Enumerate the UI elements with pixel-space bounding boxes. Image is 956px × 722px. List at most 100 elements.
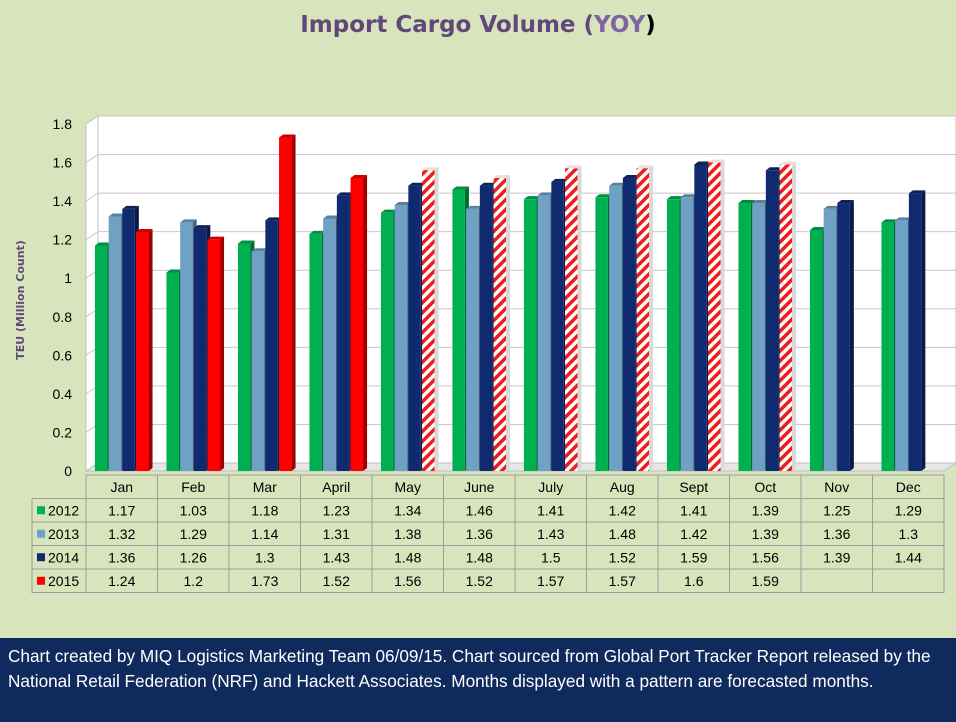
bar-2015-Mar <box>279 134 296 471</box>
bar-front <box>351 178 364 471</box>
data-label-2014-Mar: 1.3 <box>255 549 275 565</box>
bar-2015-Aug <box>637 165 654 471</box>
category-label-July: July <box>538 479 563 495</box>
data-label-2013-Mar: 1.14 <box>251 526 278 542</box>
data-label-2015-Aug: 1.57 <box>609 573 636 589</box>
bar-front <box>252 251 265 471</box>
y-tick-label: 1 <box>64 270 72 286</box>
bar-front <box>337 195 350 471</box>
bar-front <box>480 186 493 471</box>
bar-front <box>395 205 408 471</box>
bar-chart: 0 0.2 0.4 0.6 0.8 1 1.2 1.4 1.6 1.8 TEU (Million C… <box>0 0 956 640</box>
bar-2014-Dec <box>909 190 926 471</box>
bar-side <box>850 200 854 471</box>
legend-key-2012 <box>37 506 45 514</box>
y-tick-label: 1.8 <box>53 116 73 132</box>
bar-side <box>363 175 367 471</box>
bar-2015-Jan <box>136 229 153 471</box>
category-label-Nov: Nov <box>824 479 849 495</box>
bar-front <box>238 244 251 471</box>
data-label-2013-April: 1.31 <box>323 526 350 542</box>
data-label-2013-Oct: 1.39 <box>752 526 779 542</box>
bar-front <box>810 230 823 471</box>
bar-front <box>194 228 207 471</box>
category-label-Dec: Dec <box>896 479 921 495</box>
bar-front <box>623 178 636 471</box>
bar-front <box>323 218 336 471</box>
bar-front <box>166 272 179 471</box>
bar-front <box>909 193 922 471</box>
bar-front <box>381 213 394 471</box>
data-label-2013-May: 1.38 <box>394 526 421 542</box>
category-label-June: June <box>464 479 495 495</box>
legend-label-2012: 2012 <box>48 502 79 518</box>
category-label-Jan: Jan <box>110 479 133 495</box>
bar-front <box>452 190 465 471</box>
data-label-2015-Sept: 1.6 <box>684 573 704 589</box>
bar-2014-Nov <box>837 200 854 471</box>
bar-front <box>494 178 507 471</box>
footer-note: Chart created by MIQ Logistics Marketing… <box>0 638 956 722</box>
bar-side <box>921 190 925 471</box>
legend-key-2013 <box>37 530 45 538</box>
data-label-2012-Dec: 1.29 <box>895 502 922 518</box>
y-tick-label: 0.8 <box>53 309 73 325</box>
data-label-2013-Jan: 1.32 <box>108 526 135 542</box>
bar-front <box>895 220 908 471</box>
data-label-2012-May: 1.34 <box>394 502 421 518</box>
data-label-2015-Jan: 1.24 <box>108 573 135 589</box>
bar-2015-Oct <box>780 161 797 471</box>
category-label-Sept: Sept <box>679 479 708 495</box>
bar-front <box>422 170 435 471</box>
bar-2015-July <box>565 165 582 471</box>
y-tick-label: 0.4 <box>53 386 73 402</box>
bar-front <box>208 240 221 471</box>
data-label-2012-Oct: 1.39 <box>752 502 779 518</box>
data-label-2014-Feb: 1.26 <box>180 549 207 565</box>
bar-side <box>292 134 296 471</box>
data-label-2012-April: 1.23 <box>323 502 350 518</box>
bar-front <box>538 195 551 471</box>
data-label-2012-Sept: 1.41 <box>680 502 707 518</box>
bar-front <box>309 234 322 471</box>
bar-2015-May <box>422 167 439 471</box>
data-label-2015-Mar: 1.73 <box>251 573 278 589</box>
y-tick-label: 1.6 <box>53 155 73 171</box>
bar-front <box>279 137 292 471</box>
bar-side <box>506 175 510 471</box>
data-label-2015-June: 1.52 <box>466 573 493 589</box>
legend-label-2015: 2015 <box>48 573 79 589</box>
legend-label-2013: 2013 <box>48 526 79 542</box>
data-label-2015-Feb: 1.2 <box>184 573 204 589</box>
bar-front <box>109 217 122 471</box>
bar-side <box>435 167 439 471</box>
bar-front <box>694 164 707 471</box>
data-label-2013-Aug: 1.48 <box>609 526 636 542</box>
bar-side <box>149 229 153 471</box>
data-label-2013-Nov: 1.36 <box>823 526 850 542</box>
data-label-2013-July: 1.43 <box>537 526 564 542</box>
bar-front <box>565 168 578 471</box>
bar-front <box>752 203 765 471</box>
data-label-2014-April: 1.43 <box>323 549 350 565</box>
bar-front <box>708 163 721 471</box>
bar-front <box>667 199 680 471</box>
data-label-2012-June: 1.46 <box>466 502 493 518</box>
bar-side <box>220 237 224 471</box>
bar-front <box>681 197 694 471</box>
data-label-2012-Aug: 1.42 <box>609 502 636 518</box>
data-label-2013-Dec: 1.3 <box>899 526 919 542</box>
bar-side <box>649 165 653 471</box>
data-label-2014-Dec: 1.44 <box>895 549 922 565</box>
data-label-2014-Nov: 1.39 <box>823 549 850 565</box>
bar-front <box>551 182 564 471</box>
legend-key-2014 <box>37 553 45 561</box>
data-label-2013-Feb: 1.29 <box>180 526 207 542</box>
bar-front <box>824 209 837 471</box>
bar-front <box>95 245 108 471</box>
y-tick-label: 0.2 <box>53 424 73 440</box>
bar-front <box>637 168 650 471</box>
category-label-Aug: Aug <box>610 479 635 495</box>
y-tick-label: 0.6 <box>53 347 73 363</box>
data-label-2014-Aug: 1.52 <box>609 549 636 565</box>
